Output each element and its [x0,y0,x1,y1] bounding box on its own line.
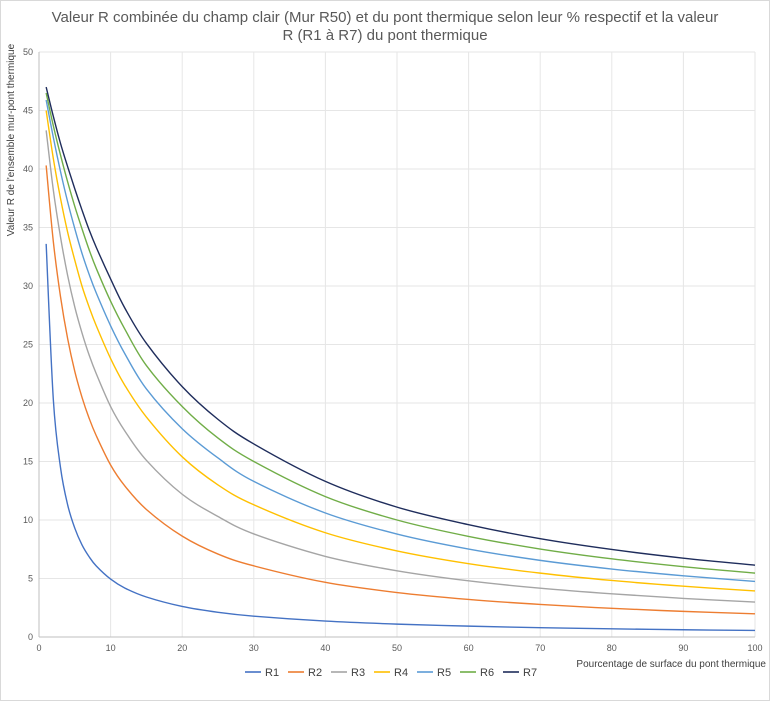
legend-label-r4: R4 [394,667,408,679]
y-tick-label: 25 [23,340,33,350]
legend: R1 R2 R3 R4 R5 R6 R7 [245,667,537,679]
chart-title-line-1: Valeur R combinée du champ clair (Mur R5… [52,9,719,26]
series-line-r3 [45,130,756,603]
series-line-r7 [45,86,756,566]
legend-label-r1: R1 [265,667,279,679]
y-tick-label: 50 [23,47,33,57]
legend-label-r5: R5 [437,667,451,679]
series-line-r4 [45,110,756,592]
x-tick-label: 90 [678,643,688,653]
y-tick-label: 20 [23,398,33,408]
y-tick-label: 5 [28,574,33,584]
y-tick-label: 10 [23,515,33,525]
x-tick-label: 80 [607,643,617,653]
axes [38,52,755,638]
y-tick-label: 30 [23,281,33,291]
x-tick-label: 20 [177,643,187,653]
x-tick-label: 50 [392,643,402,653]
y-tick-label: 45 [23,106,33,116]
chart-title-line-2: R (R1 à R7) du pont thermique [282,27,487,44]
x-tick-label: 70 [535,643,545,653]
y-axis-label: Valeur R de l'ensemble mur-pont thermiqu… [6,43,17,236]
series-lines [45,86,756,632]
series-line-r1 [45,243,756,632]
x-axis-label: Pourcentage de surface du pont thermique [576,659,766,670]
legend-label-r2: R2 [308,667,322,679]
x-tick-label: 10 [106,643,116,653]
legend-label-r6: R6 [480,667,494,679]
series-line-r6 [45,92,756,574]
y-tick-label: 35 [23,223,33,233]
x-tick-label: 0 [36,643,41,653]
y-tick-label: 40 [23,164,33,174]
x-tick-label: 40 [320,643,330,653]
series-line-r2 [45,165,756,615]
tick-labels: 0 5 10 15 20 25 30 35 40 45 50 0 10 20 30 40 50 60 70 80 90 1… [23,47,763,653]
gridlines [39,51,756,637]
y-tick-label: 15 [23,457,33,467]
legend-label-r7: R7 [523,667,537,679]
y-tick-label: 0 [28,632,33,642]
series-line-r5 [45,99,756,583]
x-tick-label: 60 [464,643,474,653]
legend-label-r3: R3 [351,667,365,679]
x-tick-label: 100 [747,643,762,653]
x-tick-label: 30 [249,643,259,653]
